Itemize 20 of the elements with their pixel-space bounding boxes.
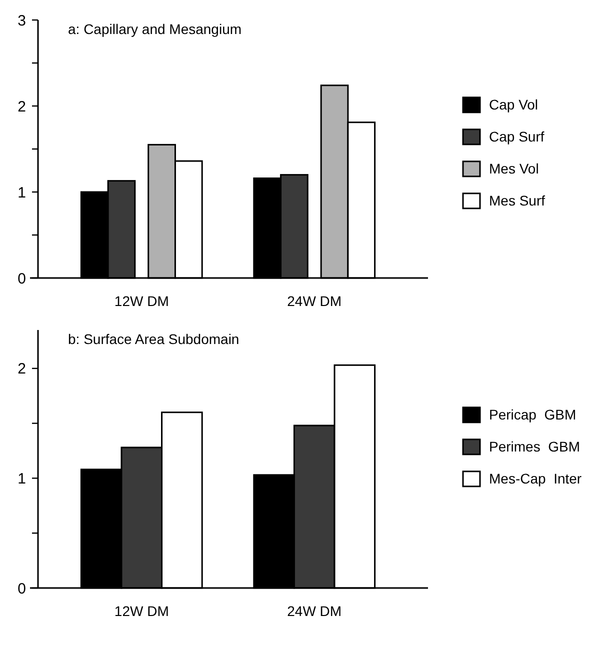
legend-label: Cap Vol	[489, 96, 538, 112]
y-tick-label: 0	[18, 270, 26, 288]
legend-label: Mes-Cap Inter	[489, 470, 582, 486]
chart-title: a: Capillary and Mesangium	[68, 21, 242, 37]
y-tick-label: 1	[18, 470, 26, 488]
x-tick-label: 24W DM	[287, 603, 342, 619]
x-tick-label: 12W DM	[114, 293, 169, 309]
x-tick-label: 24W DM	[287, 293, 342, 309]
y-tick-label: 2	[18, 360, 26, 378]
x-tick-label: 12W DM	[114, 603, 169, 619]
legend-label: Cap Surf	[489, 128, 544, 144]
legend-label: Pericap GBM	[489, 406, 576, 422]
y-tick-label: 0	[18, 580, 26, 598]
y-tick-label: 3	[18, 12, 26, 30]
legend-label: Mes Surf	[489, 192, 546, 208]
legend-label: Mes Vol	[489, 160, 539, 176]
chart-title: b: Surface Area Subdomain	[68, 331, 240, 347]
legend-label: Perimes GBM	[489, 438, 580, 454]
y-tick-label: 2	[18, 98, 26, 116]
y-tick-label: 1	[18, 184, 26, 202]
